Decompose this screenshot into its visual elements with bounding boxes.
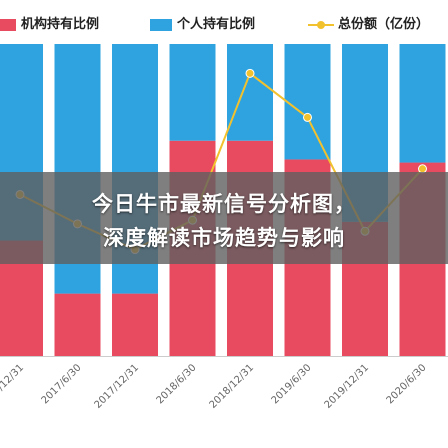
x-tick-label-5: 2019/6/30 xyxy=(270,362,314,406)
legend-swatch-institution xyxy=(0,19,16,31)
x-tick-label-4: 2018/12/31 xyxy=(208,362,257,411)
legend-label-total: 总份额（亿份） xyxy=(338,17,430,32)
x-tick-label-1: 2017/6/30 xyxy=(40,362,84,406)
total-shares-point-4 xyxy=(245,68,255,78)
legend-label-institution: 机构持有比例 xyxy=(21,17,100,32)
x-tick-label-6: 2019/12/31 xyxy=(323,362,372,411)
legend-swatch-total xyxy=(308,21,334,29)
headline-line-1: 今日牛市最新信号分析图， xyxy=(92,192,356,216)
x-tick-label-0: 2016/12/31 xyxy=(0,362,26,411)
bar-individual-7 xyxy=(399,44,446,163)
x-tick-label-7: 2020/6/30 xyxy=(385,362,429,406)
bar-institution-1 xyxy=(54,293,101,356)
headline-line-2: 深度解读市场趋势与影响 xyxy=(103,226,345,250)
legend-label-individual: 个人持有比例 xyxy=(177,17,256,32)
bar-individual-5 xyxy=(284,44,331,160)
legend: 机构持有比例 个人持有比例 总份额（亿份） xyxy=(0,14,448,36)
title-banner xyxy=(0,172,448,264)
x-tick-label-2: 2017/12/31 xyxy=(93,362,142,411)
total-shares-point-5 xyxy=(303,112,312,122)
x-tick-label-3: 2018/6/30 xyxy=(155,362,199,406)
bar-individual-3 xyxy=(169,44,216,141)
bar-individual-4 xyxy=(227,44,273,141)
legend-swatch-individual xyxy=(150,19,172,31)
bar-institution-2 xyxy=(112,293,158,356)
